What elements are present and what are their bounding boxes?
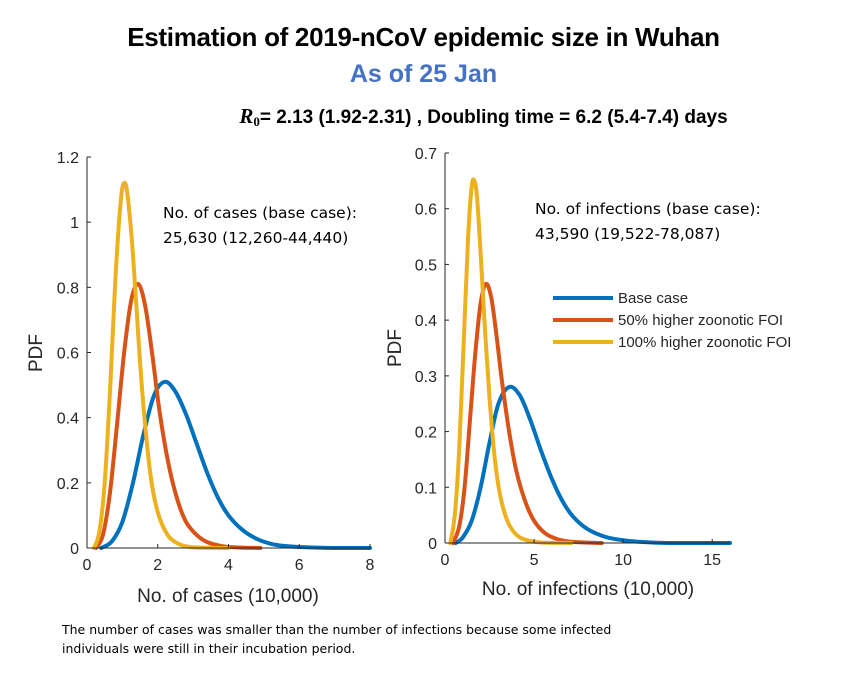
cases-x-tick-label: 0 bbox=[83, 557, 92, 574]
cases-y-tick-label: 0 bbox=[70, 541, 79, 558]
cases-y-tick-label: 1.2 bbox=[57, 150, 79, 167]
r-letter: R bbox=[239, 104, 254, 128]
cases-series-foi-100 bbox=[92, 180, 231, 550]
legend-label-foi-50: 50% higher zoonotic FOI bbox=[618, 312, 783, 329]
infections-y-tick-label: 0.5 bbox=[415, 257, 437, 274]
cases-y-tick-label: 0.6 bbox=[57, 346, 79, 363]
infections-series-base-case bbox=[453, 384, 732, 546]
cases-series-foi-50 bbox=[93, 281, 263, 550]
infections-curves bbox=[448, 177, 732, 546]
cases-curves bbox=[92, 180, 372, 551]
infections-y-tick-label: 0 bbox=[428, 536, 437, 553]
infections-y-tick-label: 0.6 bbox=[415, 202, 437, 219]
cases-series-base-case bbox=[99, 379, 372, 551]
cases-x-axis-label: No. of cases (10,000) bbox=[137, 586, 319, 607]
footnote: The number of cases was smaller than the… bbox=[62, 620, 762, 658]
cases-y-tick-label: 0.4 bbox=[57, 411, 79, 428]
footnote-line2: individuals were still in their incubati… bbox=[62, 641, 356, 656]
infections-x-tick-label: 10 bbox=[614, 552, 632, 569]
cases-plot: 0 0.2 0.4 0.6 0.8 1 1.2 0 2 4 6 8 No. of cases (bas… bbox=[26, 150, 375, 607]
cases-x-tick-label: 8 bbox=[366, 557, 375, 574]
infections-y-tick-label: 0.7 bbox=[415, 146, 437, 163]
infections-y-tick-label: 0.4 bbox=[415, 313, 437, 330]
cases-x-tick-label: 2 bbox=[153, 557, 162, 574]
infections-x-tick-label: 15 bbox=[703, 552, 721, 569]
cases-x-tick-label: 4 bbox=[224, 557, 233, 574]
cases-y-tick-label: 1 bbox=[70, 215, 79, 232]
cases-y-tick-label: 0.2 bbox=[57, 476, 79, 493]
legend-label-base-case: Base case bbox=[618, 290, 688, 307]
r-subscript: 0 bbox=[253, 114, 260, 129]
infections-annotation-line2: 43,590 (19,522-78,087) bbox=[535, 225, 720, 243]
r0-symbol: R0 bbox=[239, 104, 260, 129]
infections-x-tick-label: 0 bbox=[441, 552, 450, 569]
cases-annotation-line2: 25,630 (12,260-44,440) bbox=[163, 229, 348, 247]
cases-y-tick-label: 0.8 bbox=[57, 280, 79, 297]
infections-y-tick-label: 0.2 bbox=[415, 425, 437, 442]
cases-x-tick-label: 6 bbox=[295, 557, 304, 574]
chart-title: Estimation of 2019-nCoV epidemic size in… bbox=[127, 22, 720, 52]
infections-series-foi-50 bbox=[451, 281, 604, 545]
infections-plot: 0 0.1 0.2 0.3 0.4 0.5 0.6 0.7 0 5 10 15 No. of infe… bbox=[385, 146, 791, 600]
infections-y-axis-label: PDF bbox=[385, 329, 406, 367]
chart-subtitle: As of 25 Jan bbox=[349, 60, 498, 88]
footnote-line1: The number of cases was smaller than the… bbox=[62, 622, 612, 637]
cases-annotation-line1: No. of cases (base case): bbox=[163, 204, 357, 222]
infections-axes: 0 0.1 0.2 0.3 0.4 0.5 0.6 0.7 0 5 10 15 bbox=[415, 146, 730, 569]
infections-y-tick-label: 0.1 bbox=[415, 480, 437, 497]
legend: Base case 50% higher zoonotic FOI 100% hig… bbox=[553, 290, 791, 351]
infections-x-axis-label: No. of infections (10,000) bbox=[482, 579, 694, 600]
legend-label-foi-100: 100% higher zoonotic FOI bbox=[618, 334, 791, 351]
infections-x-tick-label: 5 bbox=[530, 552, 539, 569]
infections-series-foi-100 bbox=[448, 177, 574, 545]
infections-annotation-line1: No. of infections (base case): bbox=[535, 200, 761, 218]
cases-axes: 0 0.2 0.4 0.6 0.8 1 1.2 0 2 4 6 8 bbox=[57, 150, 375, 574]
model-parameters: R0= 2.13 (1.92-2.31) , Doubling time = 6… bbox=[60, 104, 847, 130]
infections-y-tick-label: 0.3 bbox=[415, 369, 437, 386]
cases-y-axis-label: PDF bbox=[26, 334, 47, 372]
params-text: = 2.13 (1.92-2.31) , Doubling time = 6.2… bbox=[259, 107, 728, 128]
